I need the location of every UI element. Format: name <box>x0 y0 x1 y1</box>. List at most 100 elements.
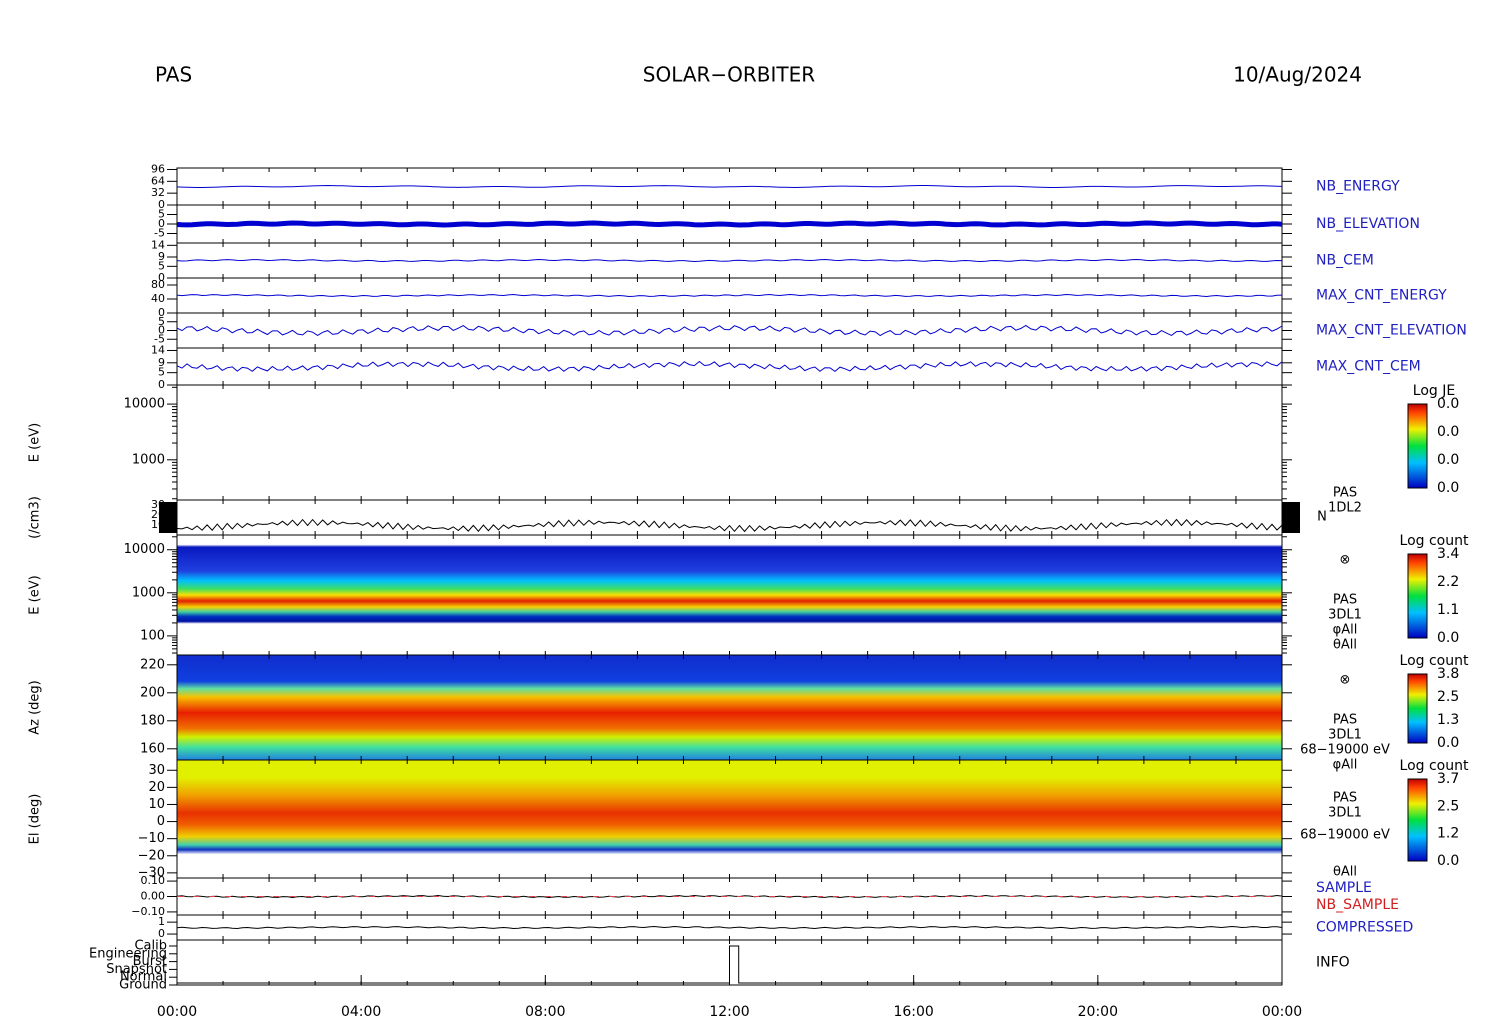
trace <box>176 925 1283 930</box>
panel-label: θAll <box>1333 638 1357 653</box>
y-tick-label: 96 <box>151 162 165 175</box>
panel-label: PAS <box>1333 593 1357 608</box>
y-tick-label: Ground <box>119 978 167 993</box>
colorbar-label: 0.0 <box>1437 853 1459 869</box>
panel-label: NB_ENERGY <box>1316 179 1400 195</box>
header-right: 10/Aug/2024 <box>1233 63 1362 87</box>
y-tick-label: Snapshot <box>106 962 167 977</box>
y-tick-label: Normal <box>120 970 167 985</box>
spectrogram <box>177 760 1282 878</box>
panel-label: NB_CEM <box>1316 253 1374 269</box>
y-tick-label: 160 <box>140 741 165 756</box>
panel-label: ⊗ <box>1340 553 1351 568</box>
x-tick-label: 08:00 <box>525 1004 565 1020</box>
y-tick-label: 0 <box>158 217 165 230</box>
panel-frame <box>176 384 1283 501</box>
header-center: SOLAR−ORBITER <box>643 63 815 87</box>
panel-label: θAll <box>1333 865 1357 880</box>
panel-label: PAS <box>1333 713 1357 728</box>
colorbar-label: 3.7 <box>1437 771 1459 787</box>
colorbar <box>1407 553 1428 639</box>
panel-label: 68−19000 eV <box>1300 743 1390 758</box>
panel-label: 1DL2 <box>1328 501 1362 516</box>
panel-label: φAll <box>1333 758 1358 773</box>
panel-label: MAX_CNT_ELEVATION <box>1316 323 1467 339</box>
panel-label: 3DL1 <box>1328 806 1362 821</box>
y-tick-label: 0 <box>158 271 165 284</box>
colorbar <box>1407 403 1428 489</box>
x-tick-label: 04:00 <box>341 1004 381 1020</box>
trace <box>176 894 1283 899</box>
panel-label: 3DL1 <box>1328 728 1362 743</box>
y-tick-label: 30 <box>148 763 165 778</box>
panel-label: PAS <box>1333 791 1357 806</box>
colorbar-label: 0.0 <box>1437 480 1459 496</box>
colorbar-label: 0.0 <box>1437 630 1459 646</box>
y-tick-label: 1 <box>158 915 165 928</box>
x-tick-label: 00:00 <box>157 1004 197 1020</box>
y-tick-label: 14 <box>151 343 165 356</box>
y-tick-label: 64 <box>151 174 165 187</box>
y-tick-label: 32 <box>151 186 165 199</box>
y-tick-label: Calib <box>134 939 167 954</box>
colorbar-label: 0.0 <box>1437 424 1459 440</box>
fill-bar <box>159 502 177 533</box>
y-tick-label: 40 <box>151 292 165 305</box>
x-tick-label: 00:00 <box>1262 1004 1302 1020</box>
panel-label: MAX_CNT_CEM <box>1316 359 1421 375</box>
trace <box>176 184 1283 189</box>
colorbar-title: Log count <box>1400 758 1469 774</box>
y-tick-label: −30 <box>138 865 165 880</box>
colorbar-label: 3.4 <box>1437 546 1459 562</box>
y-tick-label: −0.10 <box>131 905 165 918</box>
y-tick-label: 0.00 <box>141 890 166 903</box>
trace <box>176 258 1283 263</box>
colorbar-title: Log count <box>1400 653 1469 669</box>
y-tick-label: Engineering <box>89 946 167 961</box>
y-tick-label: −20 <box>138 848 165 863</box>
y-tick-label: 80 <box>151 278 165 291</box>
y-axis-title: El (deg) <box>28 794 43 845</box>
colorbar-label: 1.3 <box>1437 712 1459 728</box>
y-tick-label: -5 <box>154 332 165 345</box>
y-axis-title: E (eV) <box>28 575 43 614</box>
y-tick-label: 9 <box>158 250 165 263</box>
trace <box>176 360 1283 373</box>
y-axis-title: Az (deg) <box>28 680 43 735</box>
panel-label: SAMPLE <box>1316 880 1372 896</box>
y-tick-label: Burst <box>133 954 167 969</box>
panel-label: PAS <box>1333 486 1357 501</box>
panel-label: INFO <box>1316 955 1350 971</box>
y-tick-label: 0 <box>158 324 165 337</box>
y-tick-label: 10000 <box>124 397 165 412</box>
y-axis-title: E (eV) <box>28 423 43 462</box>
y-tick-label: 0 <box>158 378 165 391</box>
panel-frame <box>176 312 1283 349</box>
panel-label: N <box>1317 510 1327 525</box>
colorbar <box>1407 778 1428 862</box>
trace <box>176 324 1283 337</box>
panel-frame <box>176 499 1283 536</box>
y-tick-label: 5 <box>158 315 165 328</box>
y-tick-label: -5 <box>154 227 165 240</box>
y-tick-label: 0 <box>158 927 165 940</box>
y-tick-label: 5 <box>158 208 165 221</box>
trace <box>177 945 1282 984</box>
trace <box>176 518 1283 533</box>
y-tick-label: 0 <box>157 814 165 829</box>
colorbar-label: 2.5 <box>1437 689 1459 705</box>
colorbar-label: 0.0 <box>1437 735 1459 751</box>
y-tick-label: −10 <box>138 831 165 846</box>
x-tick-label: 12:00 <box>709 1004 749 1020</box>
colorbar-label: 0.0 <box>1437 452 1459 468</box>
y-tick-label: 20 <box>148 780 165 795</box>
colorbar-label: 2.5 <box>1437 798 1459 814</box>
y-tick-label: 1000 <box>132 585 165 600</box>
y-axis-title: (/cm3) <box>28 496 43 539</box>
colorbar-label: 1.1 <box>1437 602 1459 618</box>
colorbar-label: 0.0 <box>1437 396 1459 412</box>
colorbar-label: 1.2 <box>1437 826 1459 842</box>
panel-label: φAll <box>1333 623 1358 638</box>
y-tick-label: 180 <box>140 713 165 728</box>
